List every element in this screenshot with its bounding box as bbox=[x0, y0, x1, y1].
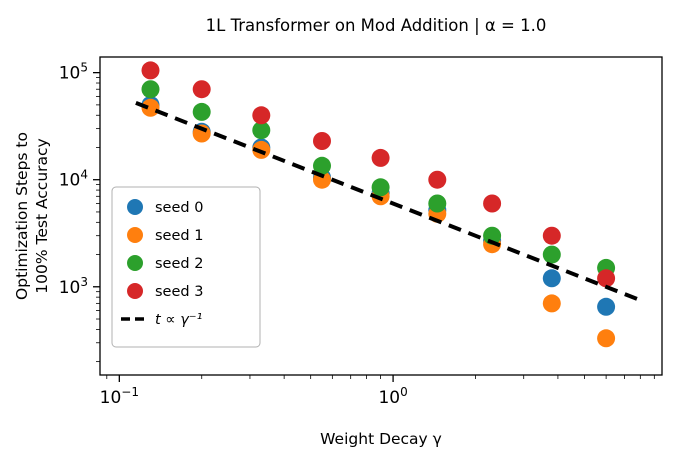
y-tick-label: 105 bbox=[59, 61, 88, 84]
legend-label-seed-0: seed 0 bbox=[155, 200, 203, 216]
chart-title: 1L Transformer on Mod Addition | α = 1.0 bbox=[205, 16, 547, 35]
x-tick-label: 100 bbox=[378, 385, 407, 408]
data-point-seed-0 bbox=[597, 297, 616, 316]
data-point-seed-3 bbox=[192, 80, 211, 99]
data-point-seed-0 bbox=[542, 269, 561, 288]
data-point-seed-3 bbox=[597, 269, 616, 288]
legend-box bbox=[111, 186, 261, 348]
y-tick-label: 104 bbox=[59, 168, 88, 191]
data-point-seed-1 bbox=[597, 329, 616, 348]
data-point-seed-2 bbox=[192, 102, 211, 121]
data-point-seed-3 bbox=[542, 226, 561, 245]
data-point-seed-3 bbox=[371, 148, 390, 167]
legend-marker-seed-1 bbox=[127, 227, 143, 243]
legend-label-fit-line: t ∝ γ⁻¹ bbox=[155, 312, 202, 328]
data-point-seed-2 bbox=[428, 194, 447, 213]
data-point-seed-3 bbox=[428, 170, 447, 189]
legend-marker-seed-0 bbox=[127, 199, 143, 215]
plot-frame bbox=[99, 56, 663, 376]
data-point-seed-3 bbox=[141, 61, 160, 80]
data-point-seed-1 bbox=[542, 294, 561, 313]
legend-marker-seed-2 bbox=[127, 255, 143, 271]
data-point-seed-2 bbox=[252, 121, 271, 140]
fit-line bbox=[135, 101, 642, 303]
legend-label-seed-2: seed 2 bbox=[155, 256, 203, 272]
y-tick-label: 103 bbox=[59, 275, 88, 298]
x-axis-label: Weight Decay γ bbox=[320, 430, 442, 448]
x-tick-label: 10−1 bbox=[100, 385, 139, 408]
data-point-seed-2 bbox=[483, 226, 502, 245]
data-point-seed-3 bbox=[313, 132, 331, 150]
data-point-seed-2 bbox=[371, 178, 390, 197]
data-point-seed-3 bbox=[483, 194, 502, 213]
data-point-seed-2 bbox=[313, 156, 331, 175]
data-point-seed-2 bbox=[542, 245, 561, 264]
data-point-seed-2 bbox=[141, 80, 160, 99]
legend-label-seed-3: seed 3 bbox=[155, 284, 203, 300]
legend-marker-seed-3 bbox=[127, 283, 143, 299]
legend-label-seed-1: seed 1 bbox=[155, 228, 203, 244]
data-point-seed-3 bbox=[252, 106, 271, 125]
